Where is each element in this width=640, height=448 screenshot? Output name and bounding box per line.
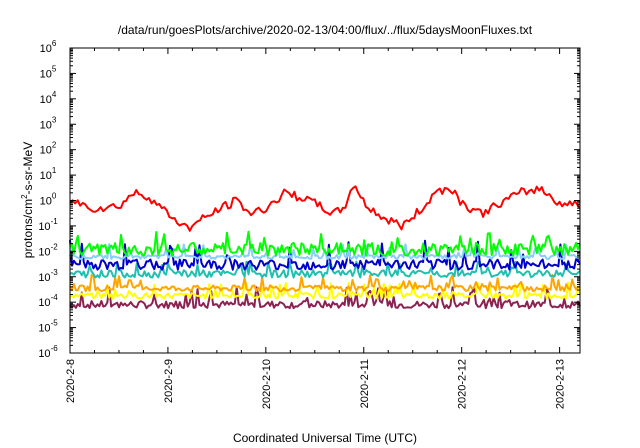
y-tick-label: 104 [40,90,57,106]
y-tick-label: 10-3 [38,268,58,284]
x-axis: 2020-2-8 2020-2-9 2020-2-10 2020-2-11 2020-2… [65,48,567,409]
chart-title: /data/run/goesPlots/archive/2020-02-13/0… [118,23,533,37]
x-tick-label: 2020-2-9 [163,359,175,403]
x-tick-label: 2020-2-8 [65,359,77,403]
plot-lines [69,185,581,310]
y-tick-label: 102 [40,141,57,157]
series-line [69,185,581,232]
x-tick-label: 2020-2-13 [555,359,567,409]
series-line [69,286,581,310]
x-tick-label: 2020-2-12 [457,359,469,409]
y-tick-label: 106 [40,39,57,55]
series-line [69,243,581,260]
x-axis-title: Coordinated Universal Time (UTC) [233,431,417,445]
y-tick-label: 10-2 [38,242,58,258]
y-tick-label: 101 [40,166,57,182]
y-tick-label: 10-6 [38,344,58,360]
y-tick-label: 105 [40,64,57,80]
y-axis-title: protons/cm2-s-sr-MeV [20,142,35,258]
series-line [69,274,581,293]
series-line [69,239,581,271]
x-tick-label: 2020-2-10 [261,359,273,409]
y-tick-label: 10-1 [38,217,58,233]
series-line [69,230,581,257]
series-line [69,260,581,279]
y-tick-label: 10-5 [38,319,58,335]
y-tick-label: 103 [40,115,57,131]
y-tick-label: 10-4 [38,293,58,309]
y-tick-label: 100 [40,192,57,208]
x-tick-label: 2020-2-11 [359,359,371,408]
y-axis: 10-6 10-5 10-4 10-3 10-2 10-1 100 101 102 103 104 1… [38,39,580,360]
